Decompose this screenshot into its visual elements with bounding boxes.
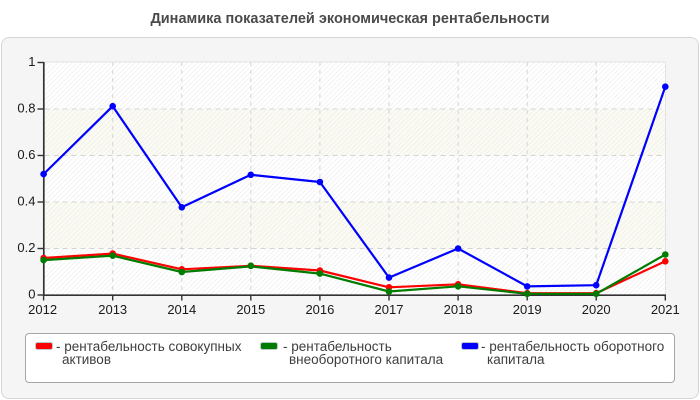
svg-text:0.4: 0.4 (17, 194, 35, 209)
svg-text:2013: 2013 (98, 302, 127, 317)
svg-text:2020: 2020 (582, 302, 611, 317)
svg-text:1: 1 (28, 54, 35, 69)
svg-text:0.2: 0.2 (17, 240, 35, 255)
svg-text:0.6: 0.6 (17, 147, 35, 162)
svg-text:2019: 2019 (513, 302, 542, 317)
svg-text:0: 0 (28, 287, 35, 302)
svg-text:0.8: 0.8 (17, 101, 35, 116)
svg-text:2012: 2012 (28, 302, 57, 317)
svg-text:2014: 2014 (167, 302, 196, 317)
svg-text:2015: 2015 (236, 302, 265, 317)
svg-text:2017: 2017 (375, 302, 404, 317)
svg-text:2021: 2021 (651, 302, 680, 317)
svg-text:2018: 2018 (444, 302, 473, 317)
svg-text:2016: 2016 (305, 302, 334, 317)
